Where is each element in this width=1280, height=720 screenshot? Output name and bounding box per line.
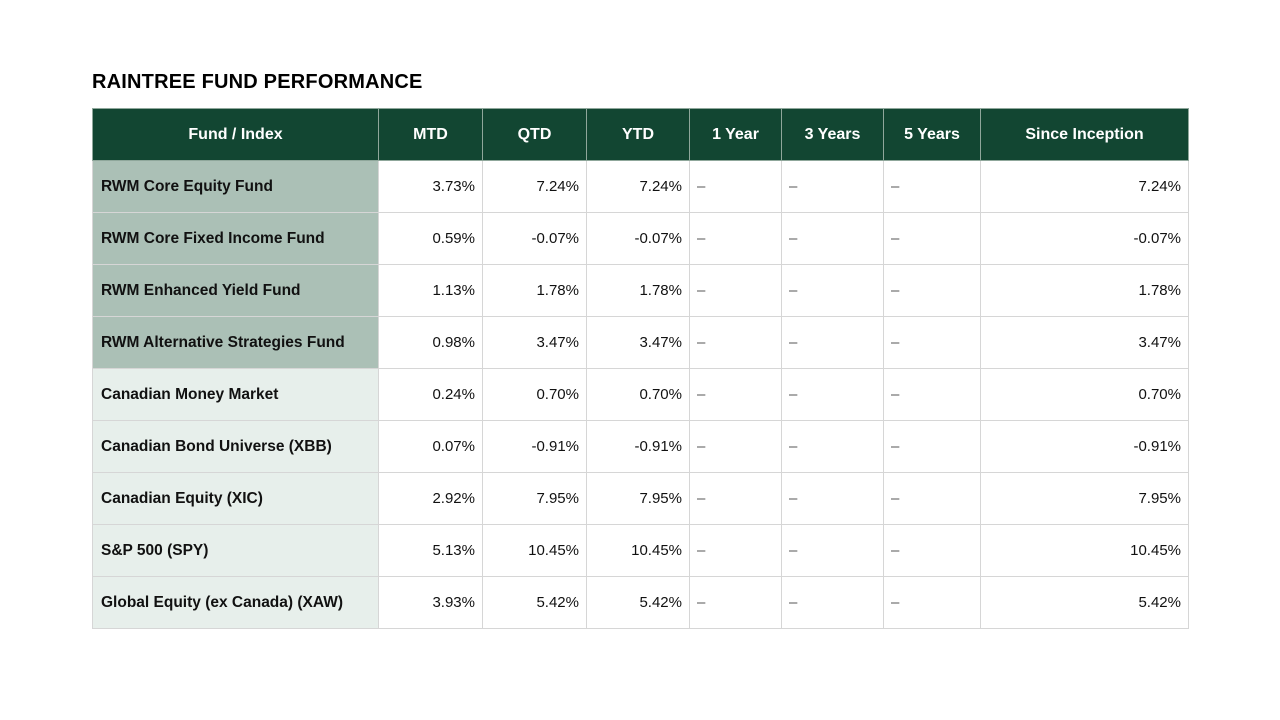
- cell-3-years: –: [781, 316, 884, 369]
- cell-mtd: 0.07%: [378, 420, 483, 473]
- cell-3-years: –: [781, 368, 884, 421]
- cell-mtd: 3.73%: [378, 160, 483, 213]
- column-header-5-years: 5 Years: [883, 108, 981, 161]
- cell-mtd: 3.93%: [378, 576, 483, 629]
- cell-3-years: –: [781, 524, 884, 577]
- cell-qtd: 0.70%: [482, 368, 587, 421]
- performance-table: Fund / Index MTD QTD YTD 1 Year 3 Years …: [92, 108, 1189, 629]
- column-header-3-years: 3 Years: [781, 108, 884, 161]
- cell-mtd: 5.13%: [378, 524, 483, 577]
- table-row: RWM Enhanced Yield Fund 1.13% 1.78% 1.78…: [92, 264, 1189, 317]
- cell-qtd: 7.95%: [482, 472, 587, 525]
- cell-ytd: 5.42%: [586, 576, 690, 629]
- cell-ytd: 7.24%: [586, 160, 690, 213]
- cell-ytd: 1.78%: [586, 264, 690, 317]
- cell-qtd: 3.47%: [482, 316, 587, 369]
- column-header-1-year: 1 Year: [689, 108, 782, 161]
- cell-qtd: 5.42%: [482, 576, 587, 629]
- column-header-since-inception: Since Inception: [980, 108, 1189, 161]
- cell-since-inception: -0.91%: [980, 420, 1189, 473]
- cell-3-years: –: [781, 264, 884, 317]
- cell-5-years: –: [883, 368, 981, 421]
- table-row: Canadian Money Market 0.24% 0.70% 0.70% …: [92, 368, 1189, 421]
- row-name: Canadian Equity (XIC): [92, 472, 379, 525]
- row-name: RWM Alternative Strategies Fund: [92, 316, 379, 369]
- cell-mtd: 2.92%: [378, 472, 483, 525]
- row-name: Canadian Bond Universe (XBB): [92, 420, 379, 473]
- table-row: S&P 500 (SPY) 5.13% 10.45% 10.45% – – – …: [92, 524, 1189, 577]
- cell-qtd: -0.91%: [482, 420, 587, 473]
- cell-1-year: –: [689, 420, 782, 473]
- cell-qtd: -0.07%: [482, 212, 587, 265]
- column-header-ytd: YTD: [586, 108, 690, 161]
- cell-ytd: 3.47%: [586, 316, 690, 369]
- cell-5-years: –: [883, 420, 981, 473]
- cell-qtd: 10.45%: [482, 524, 587, 577]
- cell-qtd: 7.24%: [482, 160, 587, 213]
- cell-ytd: 0.70%: [586, 368, 690, 421]
- cell-5-years: –: [883, 316, 981, 369]
- cell-since-inception: 3.47%: [980, 316, 1189, 369]
- cell-5-years: –: [883, 472, 981, 525]
- cell-ytd: -0.07%: [586, 212, 690, 265]
- cell-since-inception: 7.24%: [980, 160, 1189, 213]
- row-name: RWM Core Fixed Income Fund: [92, 212, 379, 265]
- cell-3-years: –: [781, 472, 884, 525]
- column-header-mtd: MTD: [378, 108, 483, 161]
- table-row: RWM Core Equity Fund 3.73% 7.24% 7.24% –…: [92, 160, 1189, 213]
- column-header-fund-index: Fund / Index: [92, 108, 379, 161]
- cell-1-year: –: [689, 524, 782, 577]
- cell-since-inception: 0.70%: [980, 368, 1189, 421]
- cell-1-year: –: [689, 160, 782, 213]
- table-row: RWM Alternative Strategies Fund 0.98% 3.…: [92, 316, 1189, 369]
- cell-3-years: –: [781, 420, 884, 473]
- cell-ytd: 10.45%: [586, 524, 690, 577]
- cell-1-year: –: [689, 264, 782, 317]
- cell-5-years: –: [883, 160, 981, 213]
- cell-since-inception: 1.78%: [980, 264, 1189, 317]
- cell-5-years: –: [883, 524, 981, 577]
- cell-since-inception: 10.45%: [980, 524, 1189, 577]
- cell-5-years: –: [883, 576, 981, 629]
- cell-1-year: –: [689, 316, 782, 369]
- cell-1-year: –: [689, 576, 782, 629]
- table-row: Canadian Bond Universe (XBB) 0.07% -0.91…: [92, 420, 1189, 473]
- cell-1-year: –: [689, 472, 782, 525]
- cell-mtd: 0.24%: [378, 368, 483, 421]
- column-header-qtd: QTD: [482, 108, 587, 161]
- row-name: Canadian Money Market: [92, 368, 379, 421]
- cell-3-years: –: [781, 212, 884, 265]
- row-name: Global Equity (ex Canada) (XAW): [92, 576, 379, 629]
- table-row: RWM Core Fixed Income Fund 0.59% -0.07% …: [92, 212, 1189, 265]
- cell-3-years: –: [781, 160, 884, 213]
- cell-5-years: –: [883, 264, 981, 317]
- cell-mtd: 0.98%: [378, 316, 483, 369]
- cell-ytd: -0.91%: [586, 420, 690, 473]
- cell-1-year: –: [689, 212, 782, 265]
- cell-since-inception: -0.07%: [980, 212, 1189, 265]
- cell-since-inception: 7.95%: [980, 472, 1189, 525]
- row-name: S&P 500 (SPY): [92, 524, 379, 577]
- cell-qtd: 1.78%: [482, 264, 587, 317]
- cell-3-years: –: [781, 576, 884, 629]
- cell-5-years: –: [883, 212, 981, 265]
- table-header-row: Fund / Index MTD QTD YTD 1 Year 3 Years …: [92, 108, 1189, 161]
- row-name: RWM Core Equity Fund: [92, 160, 379, 213]
- cell-ytd: 7.95%: [586, 472, 690, 525]
- table-row: Global Equity (ex Canada) (XAW) 3.93% 5.…: [92, 576, 1189, 629]
- page-title: RAINTREE FUND PERFORMANCE: [92, 71, 423, 93]
- cell-since-inception: 5.42%: [980, 576, 1189, 629]
- table-row: Canadian Equity (XIC) 2.92% 7.95% 7.95% …: [92, 472, 1189, 525]
- row-name: RWM Enhanced Yield Fund: [92, 264, 379, 317]
- cell-1-year: –: [689, 368, 782, 421]
- cell-mtd: 0.59%: [378, 212, 483, 265]
- cell-mtd: 1.13%: [378, 264, 483, 317]
